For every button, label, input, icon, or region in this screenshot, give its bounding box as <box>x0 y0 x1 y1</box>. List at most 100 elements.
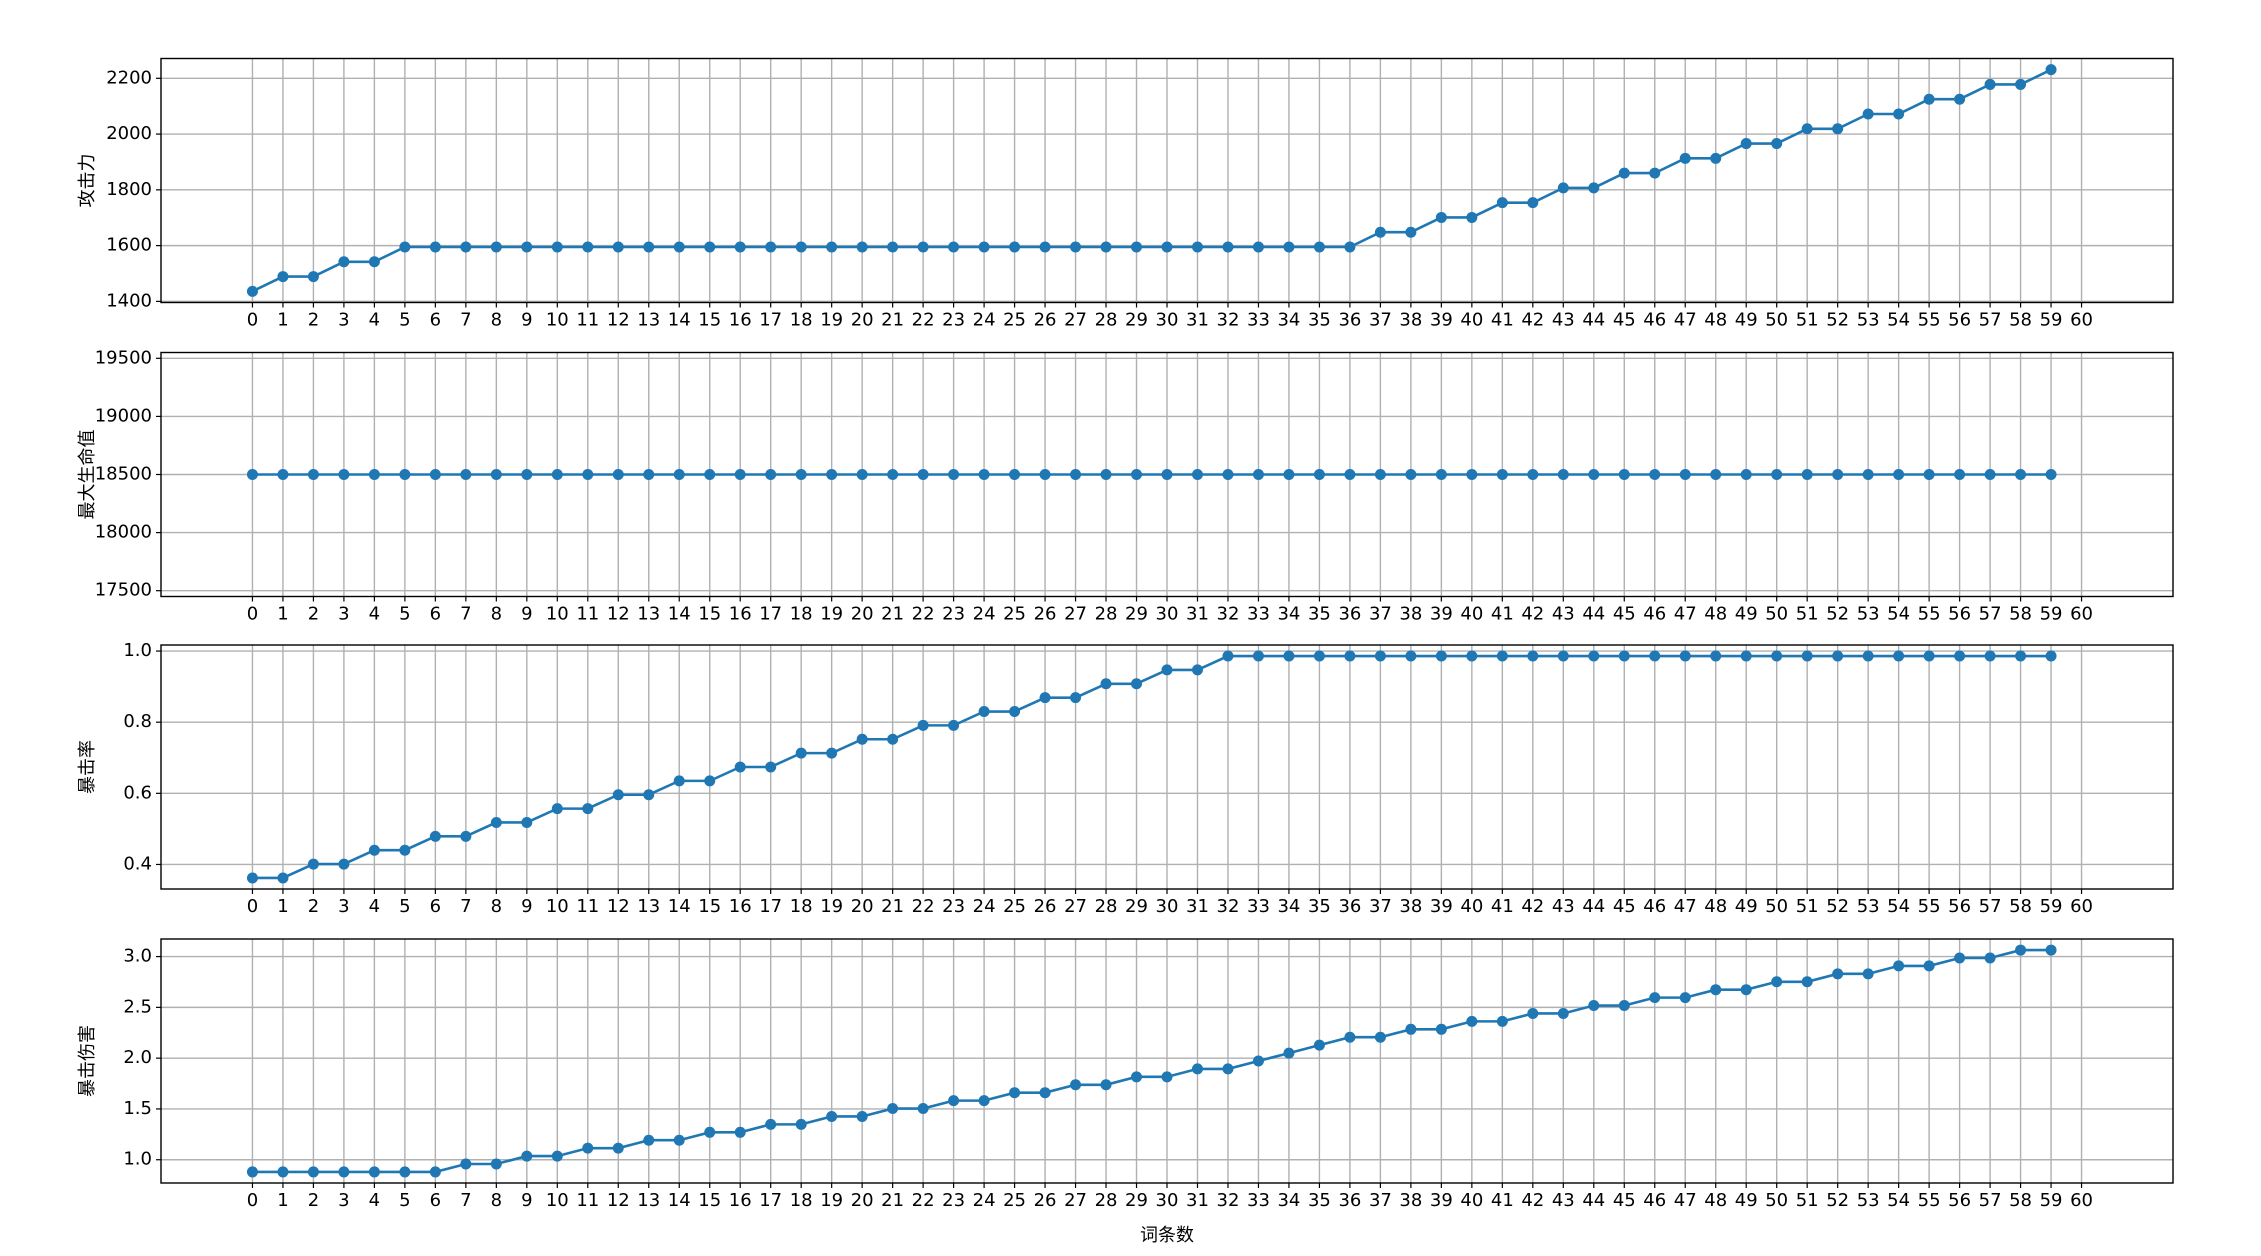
data-point <box>1039 241 1051 253</box>
x-tick-label: 18 <box>790 896 813 917</box>
data-point <box>246 872 258 884</box>
axes-frame <box>160 938 2174 1184</box>
x-tick-label: 42 <box>1521 1190 1544 1211</box>
data-point <box>1801 469 1813 480</box>
x-tick-label: 38 <box>1399 1190 1422 1211</box>
data-point <box>1740 984 1752 996</box>
x-tick-label: 6 <box>430 310 441 331</box>
data-point <box>490 816 502 828</box>
x-tick-label: 20 <box>851 1190 874 1211</box>
x-tick-label: 23 <box>942 604 965 625</box>
x-tick-label: 35 <box>1308 1190 1331 1211</box>
data-point <box>1710 469 1722 480</box>
x-tick-label: 32 <box>1217 604 1240 625</box>
data-point <box>1649 469 1661 480</box>
x-tick-label: 40 <box>1460 896 1483 917</box>
x-tick-label: 36 <box>1338 896 1361 917</box>
x-tick-label: 22 <box>912 1190 935 1211</box>
data-point <box>1801 976 1813 988</box>
x-tick-label: 5 <box>399 310 410 331</box>
x-tick-label: 47 <box>1674 604 1697 625</box>
data-point <box>1893 469 1905 480</box>
x-tick-label: 15 <box>698 1190 721 1211</box>
data-point <box>1283 1047 1295 1059</box>
x-tick-label: 28 <box>1095 896 1118 917</box>
x-tick-label: 6 <box>430 604 441 625</box>
x-tick-label: 47 <box>1674 310 1697 331</box>
data-point <box>277 271 289 283</box>
x-tick-label: 24 <box>973 604 996 625</box>
x-tick-label: 27 <box>1064 896 1087 917</box>
x-tick-label: 17 <box>759 604 782 625</box>
data-point <box>521 241 533 253</box>
x-tick-label: 45 <box>1613 896 1636 917</box>
data-point <box>704 469 716 480</box>
x-tick-label: 19 <box>820 1190 843 1211</box>
x-tick-label: 33 <box>1247 1190 1270 1211</box>
x-tick-label: 31 <box>1186 1190 1209 1211</box>
x-tick-label: 52 <box>1826 310 1849 331</box>
x-tick-label: 60 <box>2070 310 2093 331</box>
data-point <box>277 469 289 480</box>
x-tick-label: 52 <box>1826 1190 1849 1211</box>
x-tick-label: 21 <box>881 896 904 917</box>
x-tick-label: 6 <box>430 896 441 917</box>
x-tick-label: 29 <box>1125 1190 1148 1211</box>
data-point <box>1923 93 1935 105</box>
data-point <box>1466 1015 1478 1027</box>
x-tick-label: 51 <box>1796 1190 1819 1211</box>
y-axis-label: 暴击伤害 <box>77 1025 98 1097</box>
y-tick-label: 18000 <box>95 522 152 543</box>
data-point <box>1984 469 1996 480</box>
data-point <box>2045 944 2057 956</box>
x-tick-label: 18 <box>790 604 813 625</box>
x-tick-label: 30 <box>1156 1190 1179 1211</box>
x-tick-label: 4 <box>369 310 380 331</box>
data-point <box>1039 692 1051 704</box>
data-point <box>734 241 746 253</box>
x-tick-label: 10 <box>546 604 569 625</box>
x-tick-label: 43 <box>1552 604 1575 625</box>
data-point <box>1131 1071 1143 1083</box>
x-tick-label: 38 <box>1399 604 1422 625</box>
data-point <box>1710 984 1722 996</box>
data-point <box>856 241 868 253</box>
y-tick-label: 1400 <box>106 290 152 311</box>
x-tick-label: 0 <box>247 896 258 917</box>
x-tick-label: 30 <box>1156 310 1179 331</box>
data-point <box>673 775 685 787</box>
x-tick-label: 38 <box>1399 896 1422 917</box>
data-point <box>1344 1031 1356 1043</box>
x-tick-label: 1 <box>277 604 288 625</box>
data-point <box>490 469 502 480</box>
x-tick-label: 32 <box>1217 896 1240 917</box>
data-point <box>1313 469 1325 480</box>
data-point <box>2015 650 2027 662</box>
data-point <box>1435 650 1447 662</box>
data-point <box>2045 469 2057 480</box>
data-point <box>1557 650 1569 662</box>
x-tick-label: 34 <box>1277 604 1300 625</box>
x-tick-label: 31 <box>1186 604 1209 625</box>
x-tick-label: 23 <box>942 896 965 917</box>
data-point <box>704 241 716 253</box>
data-point <box>1435 211 1447 223</box>
data-point <box>887 1103 899 1115</box>
data-point <box>1070 1079 1082 1091</box>
data-point <box>673 469 685 480</box>
x-tick-label: 57 <box>1979 604 2002 625</box>
y-axis-label: 最大生命值 <box>77 430 98 520</box>
axes-frame <box>160 644 2174 890</box>
x-tick-label: 60 <box>2070 1190 2093 1211</box>
x-tick-label: 2 <box>308 896 319 917</box>
x-tick-label: 8 <box>491 896 502 917</box>
data-point <box>399 1166 411 1178</box>
data-point <box>429 1166 441 1178</box>
x-tick-label: 26 <box>1034 604 1057 625</box>
x-tick-label: 43 <box>1552 310 1575 331</box>
data-point <box>551 1150 563 1162</box>
x-tick-label: 57 <box>1979 1190 2002 1211</box>
x-tick-label: 19 <box>820 896 843 917</box>
data-point <box>1893 108 1905 120</box>
data-point <box>1771 650 1783 662</box>
